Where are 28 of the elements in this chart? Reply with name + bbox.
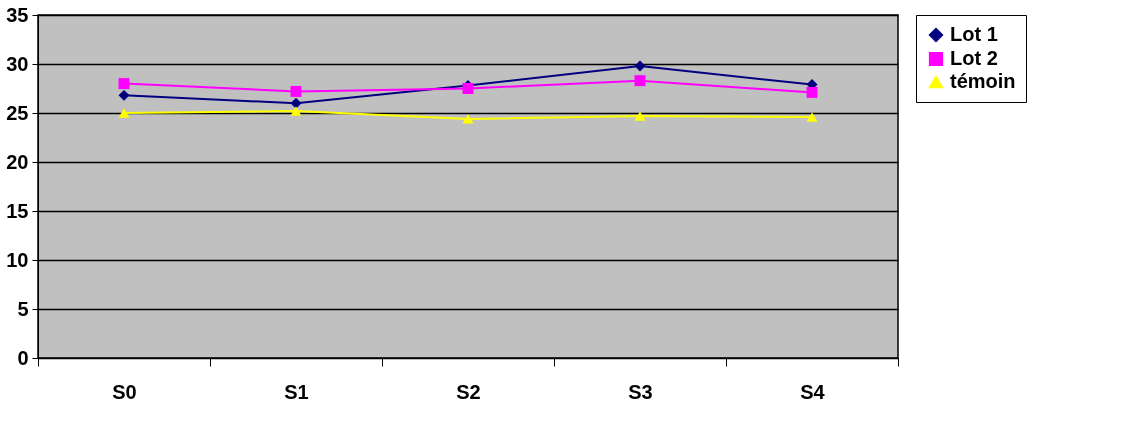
y-tick-label: 20: [6, 150, 29, 173]
y-tick-label: 15: [6, 199, 29, 222]
point: [634, 60, 646, 72]
point: [806, 112, 818, 122]
y-tick-label: 30: [6, 52, 29, 75]
point: [290, 85, 302, 97]
point: [634, 75, 646, 87]
y-tick-label: 5: [17, 297, 29, 320]
point: [290, 97, 302, 109]
y-tick-label: 35: [6, 3, 29, 26]
legend-label: Lot 2: [950, 47, 998, 69]
point: [462, 114, 474, 124]
point: [118, 89, 130, 101]
point: [118, 78, 130, 90]
x-tick-label: S1: [284, 380, 309, 403]
y-tick-label: 25: [6, 101, 29, 124]
y-tick-label: 10: [6, 248, 29, 271]
y-tick-label: 0: [17, 346, 29, 369]
x-tick-label: S4: [800, 380, 826, 403]
x-tick-label: S3: [628, 380, 653, 403]
legend-label: Lot 1: [950, 23, 998, 45]
point: [806, 86, 818, 98]
point: [118, 108, 130, 118]
point: [634, 111, 646, 121]
legend-label: témoin: [950, 70, 1016, 92]
x-tick-label: S2: [456, 380, 481, 403]
x-tick-label: S0: [112, 380, 137, 403]
point: [290, 106, 302, 116]
